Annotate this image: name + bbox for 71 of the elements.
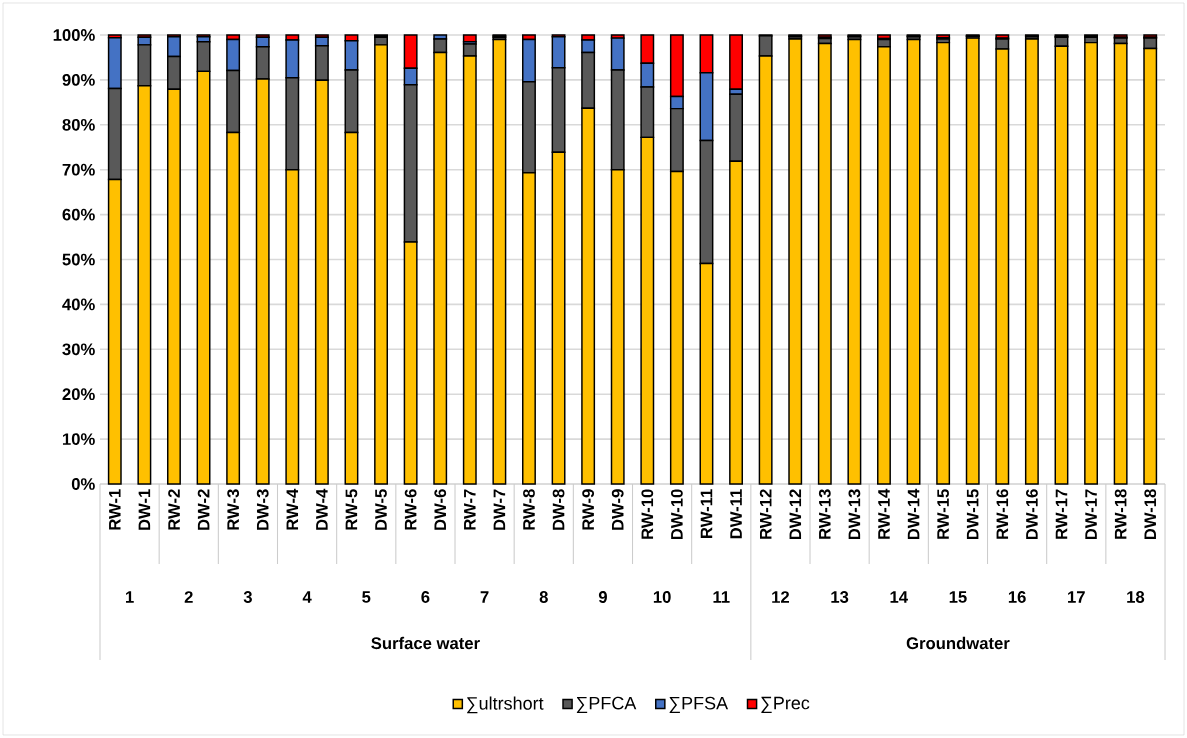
x-tick-label: RW-16 — [996, 489, 1009, 539]
y-tick-label: 90% — [62, 74, 95, 86]
x-tick-label: DW-3 — [256, 489, 269, 530]
text: 18 — [1127, 591, 1145, 603]
x-tick-label: RW-13 — [818, 489, 831, 539]
text: 6 — [421, 591, 430, 603]
text: 11 — [713, 591, 730, 603]
x-tick-label: RW-3 — [227, 489, 240, 530]
x-tick-label: DW-15 — [966, 489, 979, 540]
text: Groundwater — [906, 636, 1010, 650]
text: 14 — [890, 591, 908, 603]
x-tick-label: DW-17 — [1085, 489, 1097, 540]
x-tick-label: RW-14 — [878, 488, 890, 539]
x-tick-label: DW-10 — [671, 489, 683, 540]
y-tick-label: 70% — [62, 163, 95, 176]
x-tick-label: RW-2 — [168, 489, 180, 530]
x-tick-label: RW-1 — [109, 489, 121, 530]
y-tick-label: 80% — [62, 118, 95, 131]
x-tick-label: RW-7 — [464, 489, 476, 530]
x-tick-label: RW-18 — [1114, 489, 1127, 539]
x-tick-label: DW-18 — [1144, 489, 1157, 540]
y-tick-label: 100% — [53, 29, 95, 41]
legend-label: ∑PFCA — [576, 696, 637, 714]
legend-label: ∑ultrshort — [467, 696, 544, 714]
text: Surface water — [371, 636, 480, 650]
x-tick-label: DW-5 — [375, 489, 387, 530]
y-tick-label: 30% — [62, 343, 95, 356]
x-tick-label: RW-12 — [759, 489, 772, 539]
x-tick-label: RW-10 — [641, 489, 654, 539]
y-tick-label: 50% — [62, 253, 95, 266]
x-tick-label: DW-12 — [789, 489, 802, 540]
text: 10 — [653, 591, 671, 603]
x-tick-label: DW-8 — [552, 489, 565, 530]
x-tick-label: DW-2 — [197, 489, 210, 530]
x-tick-label: DW-13 — [848, 489, 861, 540]
y-tick-label: 40% — [62, 298, 95, 311]
legend-label: ∑PFSA — [669, 696, 729, 714]
x-tick-label: RW-5 — [345, 489, 358, 530]
text: 12 — [772, 591, 790, 603]
y-tick-label: 60% — [62, 208, 95, 221]
x-tick-label: DW-4 — [316, 488, 328, 530]
text: 13 — [831, 591, 849, 603]
text: 8 — [539, 591, 548, 603]
text: 7 — [480, 591, 489, 603]
x-tick-label: RW-11 — [700, 489, 713, 538]
text: 17 — [1068, 591, 1085, 603]
x-tick-label: DW-1 — [138, 489, 151, 530]
y-tick-label: 0% — [71, 478, 95, 490]
text: 15 — [949, 591, 967, 603]
x-tick-label: DW-7 — [493, 489, 506, 530]
legend-label: ∑Prec — [761, 696, 810, 714]
x-tick-label: DW-11 — [730, 489, 742, 539]
text: 2 — [184, 591, 193, 603]
text: 16 — [1008, 591, 1026, 603]
x-tick-label: RW-15 — [937, 489, 949, 539]
text: 4 — [302, 591, 312, 603]
text: 5 — [362, 591, 371, 603]
text: 3 — [243, 591, 252, 603]
x-tick-label: RW-17 — [1055, 489, 1068, 539]
x-tick-label: DW-14 — [907, 488, 920, 540]
y-tick-label: 20% — [62, 388, 95, 401]
x-tick-label: DW-16 — [1026, 489, 1038, 540]
text: 9 — [598, 591, 607, 603]
x-tick-label: RW-6 — [404, 489, 417, 530]
x-tick-label: RW-8 — [523, 489, 535, 530]
text: 1 — [126, 591, 134, 603]
x-tick-label: RW-9 — [582, 489, 595, 530]
x-tick-label: RW-4 — [286, 488, 299, 530]
x-tick-label: DW-9 — [611, 489, 624, 530]
y-tick-label: 10% — [62, 433, 95, 445]
x-tick-label: DW-6 — [434, 489, 447, 530]
